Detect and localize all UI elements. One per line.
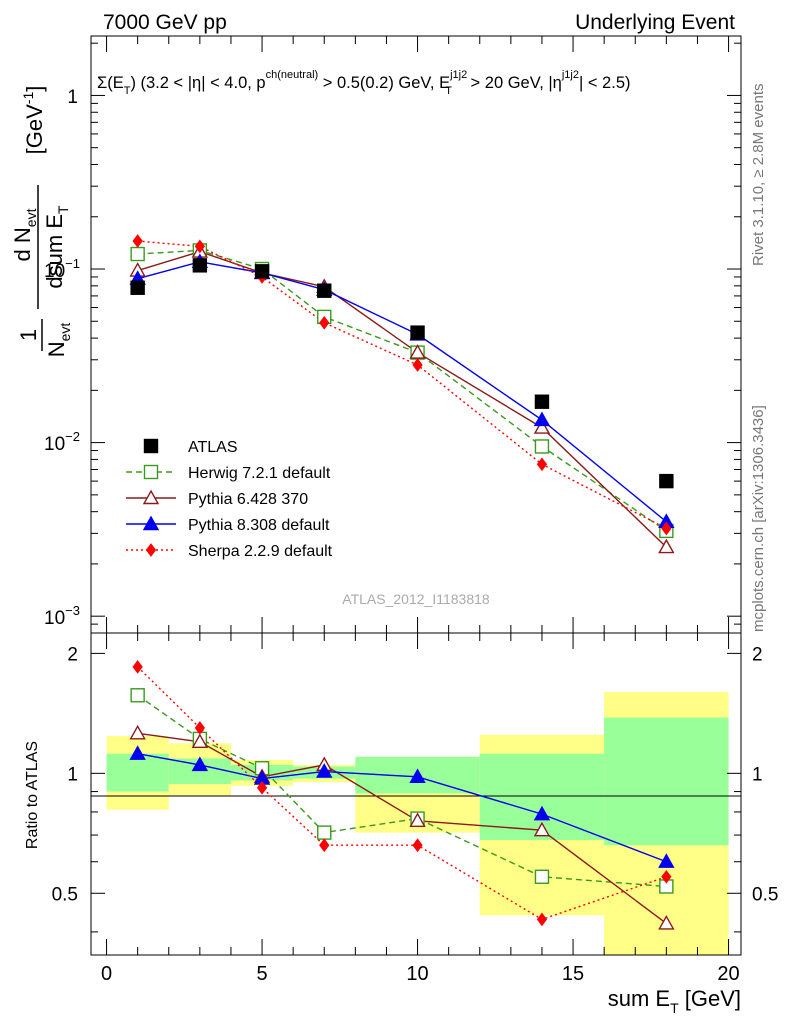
data-point-ratio	[129, 724, 146, 740]
data-point-main	[409, 344, 426, 359]
main-y-axis-label: 1 Nevt d Nevt dsum ET [GeV-1]	[10, 86, 73, 358]
legend-entry: Pythia 6.428 370	[188, 491, 308, 508]
data-point-ratio	[194, 721, 205, 735]
data-point-ratio	[661, 869, 672, 884]
data-point-ratio	[319, 838, 330, 853]
ratio-panel	[90, 632, 742, 956]
series-line-main	[137, 249, 667, 532]
data-point-main	[536, 457, 548, 472]
x-tick-label: 0	[101, 963, 112, 985]
data-point-ratio	[409, 768, 426, 784]
main-axis-ticks	[91, 36, 741, 634]
mcplots-label: mcplots.cern.ch [arXiv:1306.3436]	[750, 405, 767, 632]
main-series-markers	[129, 234, 675, 554]
svg-text:d Nevt: d Nevt	[10, 208, 39, 261]
data-point-main	[410, 325, 425, 340]
y-tick-label-1e-3: 10−3	[44, 603, 80, 629]
ratio-y-tick-label: 1	[67, 764, 78, 785]
x-tick-label: 15	[562, 963, 584, 985]
data-point-main	[659, 473, 674, 489]
data-point-ratio	[132, 660, 143, 674]
x-axis-label: sum ET [GeV]	[608, 986, 741, 1016]
data-point-ratio	[658, 853, 675, 868]
legend-marker	[142, 489, 160, 505]
main-panel	[90, 35, 742, 634]
x-tick-label: 5	[256, 963, 267, 985]
ratio-y-tick-label: 2	[67, 644, 78, 665]
data-point-ratio	[658, 915, 675, 930]
legend-entry: Sherpa 2.2.9 default	[188, 543, 333, 560]
ratio-axis-ticks	[91, 633, 741, 955]
ratio-y-axis-label: Ratio to ATLAS	[24, 741, 41, 849]
ratio-y-tick-label: 2	[752, 644, 763, 665]
data-point-main	[192, 258, 208, 273]
data-point-main	[534, 394, 550, 409]
x-tick-label: 20	[717, 963, 739, 985]
data-point-ratio	[409, 812, 426, 828]
svg-text:dsum ET: dsum ET	[42, 205, 71, 289]
x-tick-labels: 0 5 10 15 20	[101, 963, 740, 985]
data-point-main	[533, 411, 551, 427]
data-point-main	[533, 419, 551, 434]
ratio-y-tick-label: 0.5	[52, 884, 78, 905]
selection-text: Σ(ET) (3.2 < |η| < 4.0, pch(neutral) > 0…	[97, 69, 631, 97]
ratio-y-tick-label: 1	[752, 764, 763, 785]
ratio-band-inner	[106, 753, 169, 792]
legend-entry: ATLAS	[188, 439, 238, 456]
legend-marker	[145, 543, 157, 557]
data-point-ratio	[412, 838, 423, 853]
analysis-id: ATLAS_2012_I1183818	[342, 591, 490, 607]
data-point-main	[254, 264, 270, 279]
y-tick-label-1e-1: 10−1	[44, 256, 80, 282]
legend-marker	[142, 515, 160, 531]
data-point-ratio	[191, 733, 209, 748]
data-point-ratio	[533, 821, 551, 837]
data-point-ratio	[317, 825, 332, 840]
header-right: Underlying Event	[575, 11, 735, 34]
data-point-main	[658, 538, 675, 554]
data-point-main	[412, 358, 423, 372]
ratio-frame	[90, 632, 742, 956]
rivet-label: Rivet 3.1.10, ≥ 2.8M events	[750, 84, 767, 267]
data-point-ratio	[130, 688, 145, 703]
data-point-ratio	[316, 763, 333, 778]
ratio-series-markers	[129, 660, 675, 930]
legend-marker	[143, 438, 159, 454]
header-left: 7000 GeV pp	[103, 11, 227, 34]
svg-text:1: 1	[16, 329, 41, 341]
legend-entry: Pythia 8.308 default	[188, 517, 330, 534]
data-point-ratio	[536, 912, 548, 927]
ratio-band-inner	[604, 717, 729, 846]
data-point-ratio	[533, 805, 551, 821]
data-point-main	[317, 283, 332, 298]
series-line-main	[137, 240, 667, 530]
data-point-ratio	[256, 780, 268, 795]
data-point-main	[132, 234, 143, 248]
y-tick-label-1e-2: 10−2	[44, 429, 80, 455]
data-point-main	[319, 315, 330, 330]
data-point-main	[661, 521, 672, 536]
svg-text:[GeV-1]: [GeV-1]	[20, 86, 47, 155]
series-line-main	[137, 261, 667, 523]
ratio-y-tick-label: 0.5	[752, 884, 778, 905]
legend-marker	[143, 464, 159, 480]
data-point-ratio	[534, 869, 550, 884]
data-point-main	[130, 246, 145, 262]
ratio-tick-labels: 0.5 0.5 1 1 2 2	[52, 644, 779, 905]
legend: ATLAS Herwig 7.2.1 default Pythia 6.428 37…	[126, 438, 333, 560]
data-point-main	[130, 280, 145, 295]
legend-entry: Herwig 7.2.1 default	[188, 465, 331, 482]
x-tick-label: 10	[406, 963, 428, 985]
data-point-ratio	[191, 756, 209, 772]
svg-text:Nevt: Nevt	[44, 323, 73, 358]
y-tick-label-1: 1	[67, 87, 78, 108]
data-point-ratio	[129, 745, 146, 760]
data-point-main	[194, 239, 205, 254]
data-point-main	[534, 439, 550, 454]
